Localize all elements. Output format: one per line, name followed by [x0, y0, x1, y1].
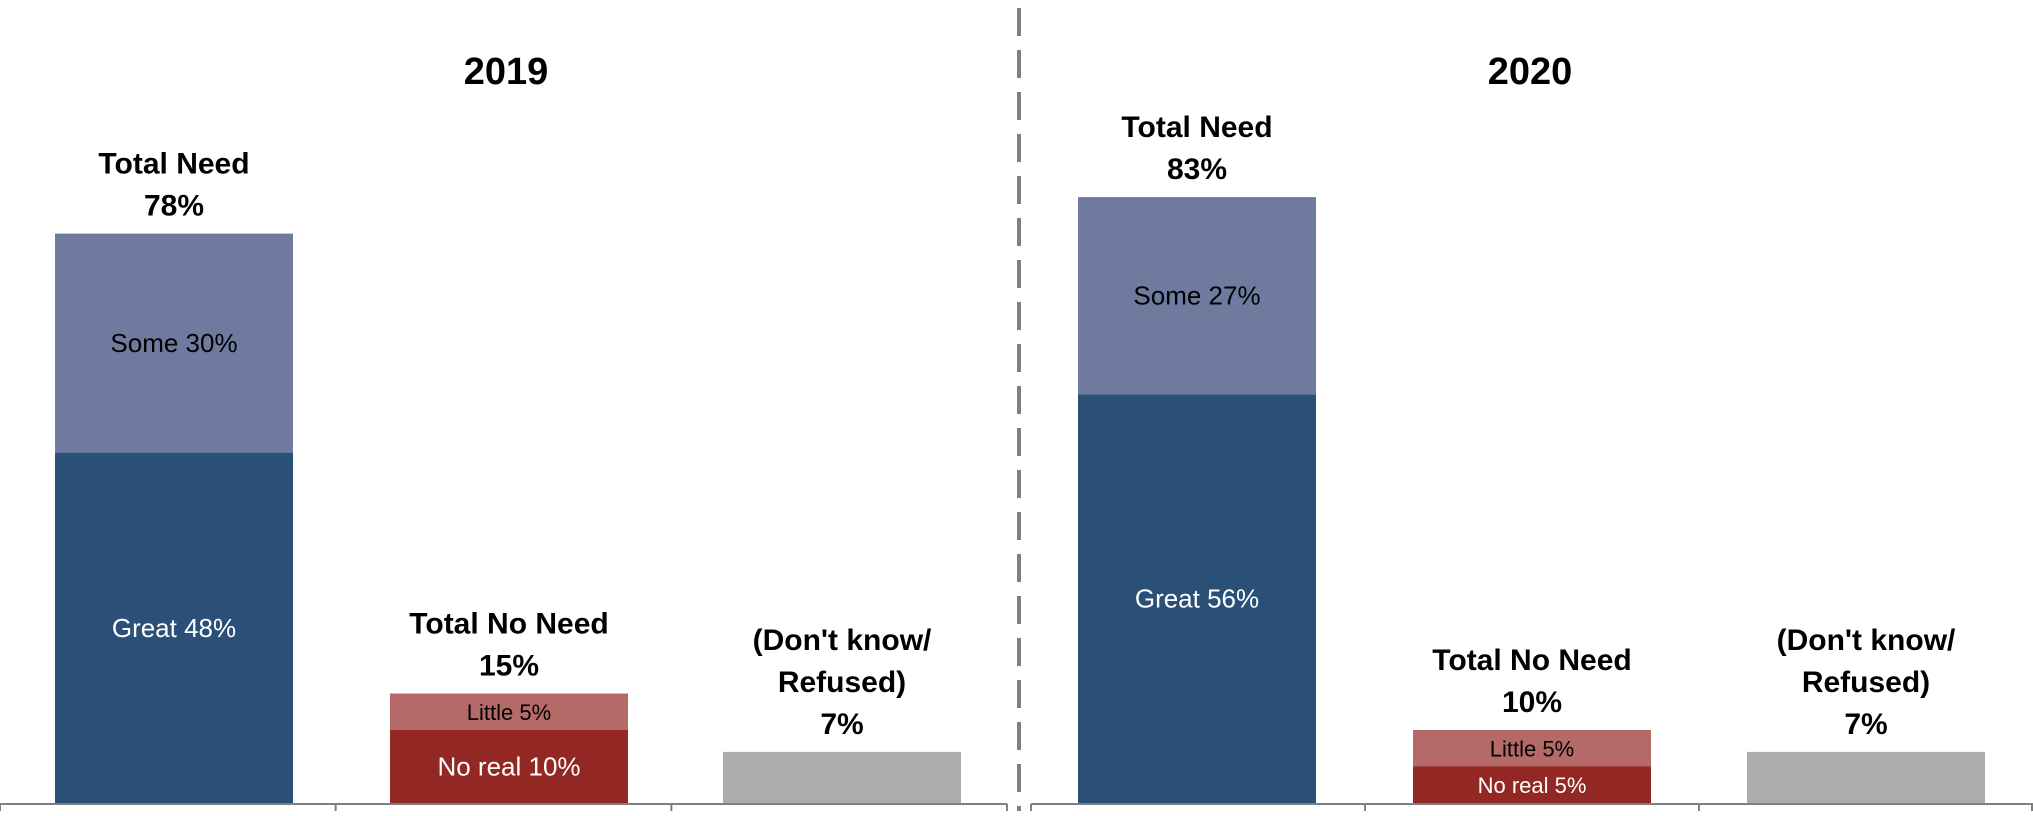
group-label: 78%: [144, 190, 204, 223]
segment-label: No real 10%: [437, 752, 580, 782]
bar-segment: [723, 751, 961, 803]
segment-label: Some 30%: [110, 328, 237, 358]
bar-segment: [55, 452, 293, 803]
group-label: 7%: [1844, 708, 1887, 741]
group-label: Total Need: [98, 148, 249, 181]
segment-label: Great 56%: [1135, 584, 1259, 614]
bar-segment: [1413, 730, 1651, 767]
bar-segment: [1413, 766, 1651, 803]
segment-label: Little 5%: [1490, 736, 1574, 761]
group-label: (Don't know/: [753, 624, 932, 657]
group-label: Refused): [1802, 666, 1930, 699]
panel-title-2019: 2019: [464, 51, 549, 93]
segment-label: Some 27%: [1133, 281, 1260, 311]
bar-segment: [390, 730, 628, 803]
group-label: 10%: [1502, 686, 1562, 719]
group-label: 83%: [1167, 153, 1227, 186]
bar-segment: [1078, 394, 1316, 803]
group-label: Total No Need: [1432, 644, 1631, 677]
group-label: 7%: [820, 708, 863, 741]
bar-segment: [55, 233, 293, 453]
panel-title-2020: 2020: [1488, 51, 1573, 93]
group-label: Total Need: [1121, 111, 1272, 144]
bar-segment: [1747, 751, 1985, 803]
group-label: (Don't know/: [1777, 624, 1956, 657]
bar-segment: [1078, 197, 1316, 395]
bar-segment: [390, 693, 628, 730]
segment-label: No real 5%: [1478, 773, 1587, 798]
group-label: 15%: [479, 650, 539, 683]
group-label: Refused): [778, 666, 906, 699]
segment-label: Great 48%: [112, 613, 236, 643]
segment-label: Little 5%: [467, 700, 551, 725]
group-label: Total No Need: [409, 608, 608, 641]
